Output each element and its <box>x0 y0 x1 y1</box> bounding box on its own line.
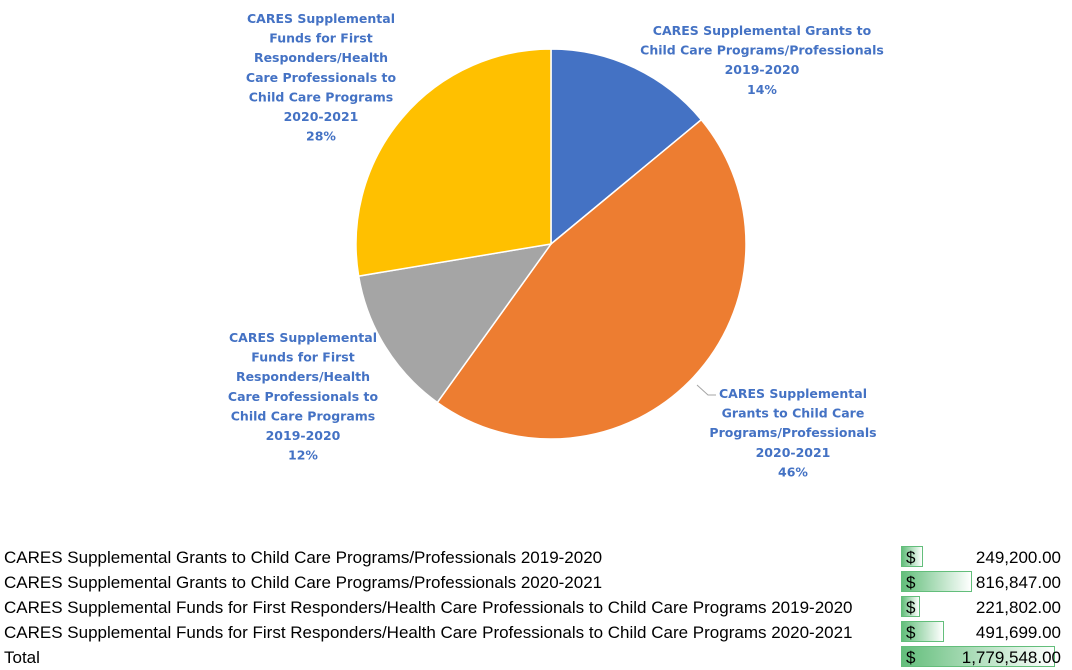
currency-symbol: $ <box>906 623 916 642</box>
table-row: CARES Supplemental Grants to Child Care … <box>0 570 1072 595</box>
slice-label-grants-2020-2021: CARES Supplemental Grants to Child Care Pr… <box>709 386 876 479</box>
table-row: CARES Supplemental Funds for First Respo… <box>0 595 1072 620</box>
pie-chart: CARES Supplemental Grants to Child Care P… <box>228 11 884 479</box>
slice-label-grants-2019-2020: CARES Supplemental Grants to Child Care P… <box>640 23 884 97</box>
row-label: CARES Supplemental Grants to Child Care … <box>4 573 603 592</box>
pie-slice-grants-2019-2020 <box>550 48 703 246</box>
data-bar <box>901 571 972 592</box>
currency-symbol: $ <box>906 598 916 617</box>
pie-slice-first-responders-2019-2020 <box>357 242 553 404</box>
row-amount: 816,847.00 <box>975 573 1061 592</box>
table-row: CARES Supplemental Grants to Child Care … <box>0 545 1072 570</box>
row-label: CARES Supplemental Funds for First Respo… <box>4 623 853 642</box>
currency-symbol: $ <box>906 648 916 667</box>
row-amount: 491,699.00 <box>975 623 1061 642</box>
table-row: CARES Supplemental Funds for First Respo… <box>0 620 1072 645</box>
data-bar <box>901 646 1055 667</box>
label-leader-line <box>696 384 716 396</box>
table-total-row: Total $ 1,779,548.00 <box>0 645 1072 670</box>
pie-slice-first-responders-2020-2021 <box>355 48 552 277</box>
currency-symbol: $ <box>906 548 916 567</box>
row-amount: 221,802.00 <box>975 598 1061 617</box>
pie-slice-grants-2020-2021 <box>436 118 747 440</box>
total-amount: 1,779,548.00 <box>961 648 1061 667</box>
slice-label-first-responders-2020-2021: CARES Supplemental Funds for First Respond… <box>246 11 397 144</box>
data-bar <box>901 546 923 567</box>
row-label: CARES Supplemental Funds for First Respo… <box>4 598 853 617</box>
data-bar <box>901 621 944 642</box>
total-label: Total <box>4 648 40 667</box>
currency-symbol: $ <box>906 573 916 592</box>
data-bar <box>901 596 920 617</box>
row-label: CARES Supplemental Grants to Child Care … <box>4 548 603 567</box>
row-amount: 249,200.00 <box>975 548 1061 567</box>
slice-label-first-responders-2019-2020: CARES Supplemental Funds for First Respond… <box>228 330 379 463</box>
